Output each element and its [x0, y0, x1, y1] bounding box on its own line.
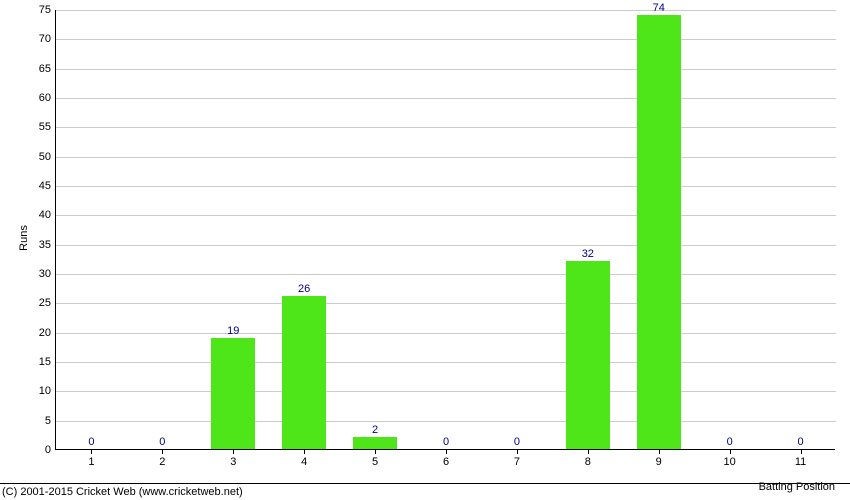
- y-tick-label: 20: [21, 327, 51, 339]
- gridline: [56, 157, 836, 158]
- bar: [211, 338, 255, 449]
- y-tick-label: 50: [21, 151, 51, 163]
- gridline: [56, 215, 836, 216]
- x-tick-label: 2: [159, 456, 165, 468]
- y-tick-label: 60: [21, 92, 51, 104]
- x-tick: [375, 449, 376, 454]
- x-tick: [446, 449, 447, 454]
- x-tick-label: 5: [372, 456, 378, 468]
- x-tick-label: 4: [301, 456, 307, 468]
- bar: [282, 296, 326, 449]
- x-tick: [801, 449, 802, 454]
- bar-value-label: 0: [797, 436, 803, 448]
- y-tick-label: 10: [21, 385, 51, 397]
- bar-value-label: 74: [653, 2, 665, 14]
- bar-value-label: 0: [443, 436, 449, 448]
- gridline: [56, 186, 836, 187]
- x-tick-label: 1: [88, 456, 94, 468]
- bar: [353, 437, 397, 449]
- x-tick: [162, 449, 163, 454]
- y-axis-label: Runs: [18, 225, 30, 251]
- gridline: [56, 245, 836, 246]
- x-tick-label: 11: [795, 456, 806, 468]
- bar-value-label: 26: [298, 283, 310, 295]
- y-tick-label: 0: [21, 444, 51, 456]
- plot-area: 0510152025303540455055606570751020319426…: [55, 10, 835, 450]
- bar-value-label: 19: [227, 325, 239, 337]
- gridline: [56, 127, 836, 128]
- gridline: [56, 98, 836, 99]
- gridline: [56, 39, 836, 40]
- x-tick-label: 6: [443, 456, 449, 468]
- gridline: [56, 421, 836, 422]
- bar: [566, 261, 610, 449]
- gridline: [56, 69, 836, 70]
- gridline: [56, 274, 836, 275]
- x-tick-label: 8: [585, 456, 591, 468]
- copyright-text: (C) 2001-2015 Cricket Web (www.cricketwe…: [2, 486, 243, 498]
- gridline: [56, 362, 836, 363]
- gridline: [56, 333, 836, 334]
- bar-value-label: 0: [727, 436, 733, 448]
- gridline: [56, 391, 836, 392]
- x-tick: [233, 449, 234, 454]
- x-tick: [588, 449, 589, 454]
- bar-value-label: 0: [514, 436, 520, 448]
- bar-value-label: 0: [159, 436, 165, 448]
- bar-value-label: 2: [372, 424, 378, 436]
- x-tick: [730, 449, 731, 454]
- y-tick-label: 30: [21, 268, 51, 280]
- gridline: [56, 303, 836, 304]
- x-tick-label: 7: [514, 456, 520, 468]
- y-tick-label: 15: [21, 356, 51, 368]
- gridline: [56, 10, 836, 11]
- y-tick-label: 45: [21, 180, 51, 192]
- y-tick-label: 65: [21, 63, 51, 75]
- y-tick-label: 5: [21, 415, 51, 427]
- y-tick-label: 70: [21, 33, 51, 45]
- x-tick: [91, 449, 92, 454]
- x-tick: [304, 449, 305, 454]
- x-tick-label: 3: [230, 456, 236, 468]
- y-tick-label: 55: [21, 121, 51, 133]
- bar: [637, 15, 681, 449]
- bar-value-label: 32: [582, 248, 594, 260]
- y-tick-label: 40: [21, 209, 51, 221]
- x-tick-label: 10: [724, 456, 736, 468]
- y-tick-label: 25: [21, 297, 51, 309]
- chart-container: 0510152025303540455055606570751020319426…: [55, 10, 835, 465]
- bar-value-label: 0: [88, 436, 94, 448]
- x-tick-label: 9: [656, 456, 662, 468]
- x-tick: [659, 449, 660, 454]
- x-tick: [517, 449, 518, 454]
- y-tick-label: 75: [21, 4, 51, 16]
